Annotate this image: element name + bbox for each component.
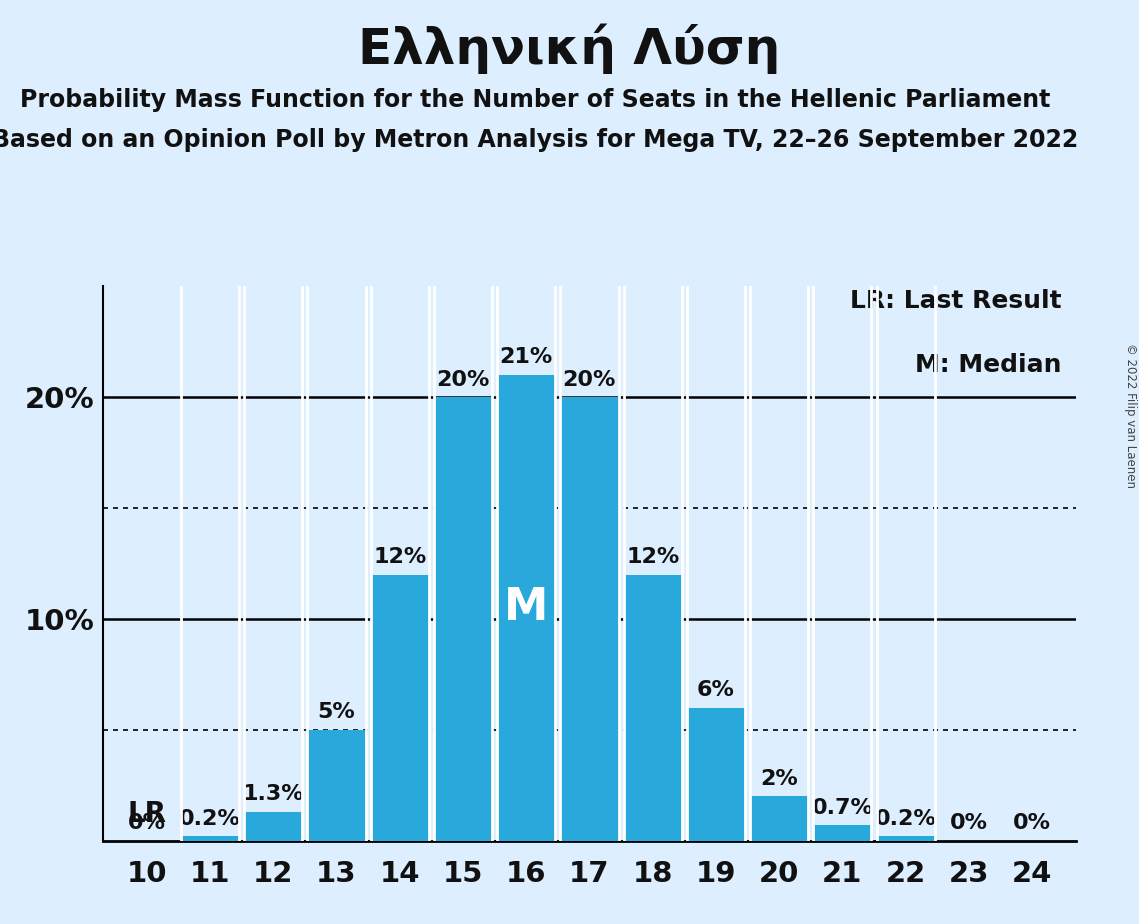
Bar [751,796,809,841]
Text: 20%: 20% [436,370,490,390]
Text: Probability Mass Function for the Number of Seats in the Hellenic Parliament: Probability Mass Function for the Number… [21,88,1050,112]
Text: 0.7%: 0.7% [811,797,874,818]
Text: 0.2%: 0.2% [875,808,936,829]
Text: 5%: 5% [318,702,355,723]
Text: LR: LR [128,799,166,828]
Text: 0%: 0% [1013,813,1051,833]
Bar [813,825,871,841]
Text: M: M [505,587,548,629]
Text: Based on an Opinion Poll by Metron Analysis for Mega TV, 22–26 September 2022: Based on an Opinion Poll by Metron Analy… [0,128,1079,152]
Text: Ελληνική Λύση: Ελληνική Λύση [359,23,780,74]
Bar [497,375,556,841]
Bar [877,836,935,841]
Bar [560,397,618,841]
Text: © 2022 Filip van Laenen: © 2022 Filip van Laenen [1124,344,1137,488]
Text: 0%: 0% [950,813,988,833]
Bar [370,575,428,841]
Bar [244,812,302,841]
Bar [623,575,682,841]
Text: M: Median: M: Median [916,353,1062,377]
Bar [181,836,239,841]
Bar [434,397,492,841]
Text: 6%: 6% [697,680,735,700]
Bar [308,730,366,841]
Text: LR: Last Result: LR: Last Result [850,289,1062,313]
Text: 0.2%: 0.2% [179,808,240,829]
Text: 12%: 12% [626,547,679,567]
Text: 2%: 2% [760,769,798,789]
Text: 1.3%: 1.3% [243,784,304,804]
Text: 20%: 20% [563,370,616,390]
Text: 12%: 12% [374,547,426,567]
Text: 0%: 0% [128,813,166,833]
Text: 21%: 21% [500,347,552,368]
Bar [687,708,745,841]
